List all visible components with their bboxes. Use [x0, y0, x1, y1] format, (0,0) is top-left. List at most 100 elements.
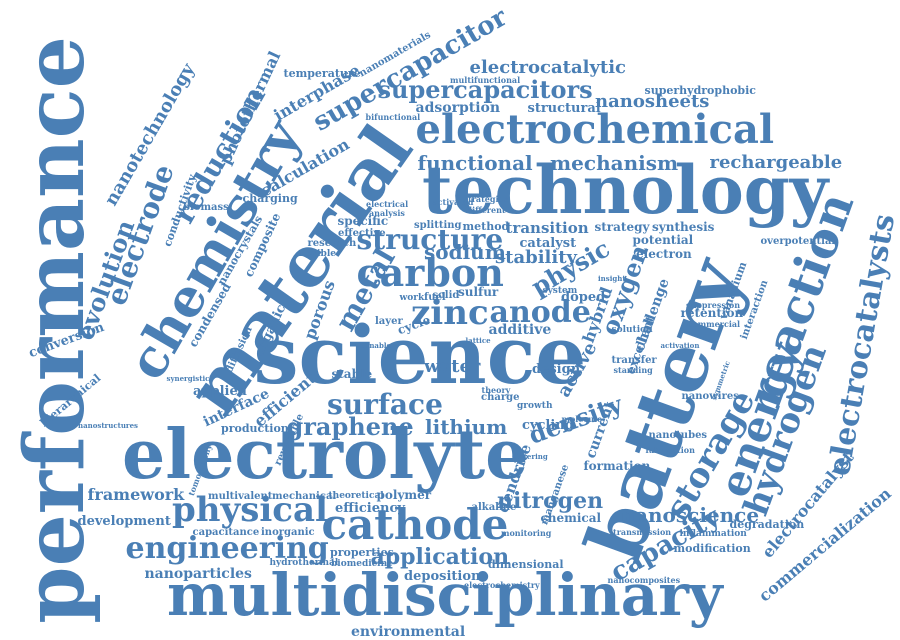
word-work: work [399, 292, 425, 303]
word-deposition: deposition [404, 568, 481, 584]
word-different: different [466, 205, 506, 215]
word-tunable: tunable [361, 340, 391, 350]
word-bifunctional: bifunctional [365, 112, 421, 122]
word-degradation: degradation [729, 517, 805, 531]
word-nanotubes: nanotubes [648, 430, 708, 441]
word-fabrication: fabrication [645, 445, 695, 455]
word-nitrogen: nitrogen [497, 488, 604, 514]
word-chemical: chemical [540, 511, 602, 525]
word-structure: structure [356, 223, 504, 256]
word-nanoscience: nanoscience [620, 503, 760, 527]
word-multidisciplinary: multidisciplinary [167, 561, 723, 629]
word-lattice: lattice [465, 335, 491, 345]
word-efficiency: efficiency [335, 500, 405, 516]
word-growth: growth [517, 400, 553, 411]
word-polymer: polymer [376, 488, 432, 502]
word-insight: insight [598, 273, 626, 283]
word-theory: theory [481, 385, 511, 395]
word-properties: properties [330, 545, 394, 559]
word-cathode: cathode [321, 500, 509, 549]
word-electrocatalytic: electrocatalytic [469, 57, 627, 78]
word-nanostructures: nanostructures [78, 420, 139, 430]
word-additive: additive [488, 322, 552, 338]
word-strategies: strategies [463, 194, 509, 204]
word-electrolyte: electrolyte [122, 415, 529, 495]
word-standing: standing [613, 365, 653, 375]
word-activation: activation [660, 340, 700, 350]
word-doped: doped [561, 289, 606, 305]
word-supercapacitors: supercapacitors [377, 75, 593, 104]
word-monitoring: monitoring [501, 528, 552, 538]
word-nanoparticles: nanoparticles [144, 566, 252, 582]
word-dimensional: dimensional [488, 557, 564, 571]
word-commercial: commercial [687, 319, 741, 329]
word-charge: charge [481, 392, 520, 403]
word-environmental: environmental [351, 624, 466, 640]
word-multifunctional: multifunctional [450, 75, 521, 85]
word-anode: anode [489, 295, 591, 330]
word-alkaline: alkaline [471, 502, 517, 513]
word-biomass: biomass [183, 202, 229, 213]
word-water: water [424, 356, 481, 377]
word-electron: electron [636, 247, 692, 261]
word-framework: framework [87, 485, 185, 504]
word-research: research [307, 238, 357, 249]
word-production: production [221, 421, 289, 435]
word-activated: activated [432, 197, 474, 207]
word-sodium: sodium [424, 240, 506, 264]
word-surface: surface [327, 388, 443, 421]
word-adsorption: adsorption [415, 100, 501, 116]
word-nanocomposites: nanocomposites [607, 575, 681, 585]
word-temperature: temperature [283, 66, 361, 80]
word-multivalent: multivalent [208, 491, 273, 502]
word-inflammation: inflammation [679, 528, 747, 539]
word-modification: modification [673, 541, 751, 555]
word-charging: charging [242, 191, 298, 205]
word-method: method [462, 219, 510, 233]
word-structural: structural [527, 100, 601, 116]
word-overpotential: overpotential [760, 236, 836, 247]
word-solution: solution [611, 324, 653, 335]
word-analysis: analysis [369, 208, 405, 218]
word-mechanical: mechanical [272, 491, 337, 502]
word-biomedicine: biomedicine [331, 558, 393, 569]
word-molecule: molecule [561, 414, 603, 424]
word-zinc: zinc [411, 293, 489, 333]
word-system: system [542, 285, 578, 296]
word-cycling: cycling [522, 417, 574, 433]
word-electrochemistry: electrochemistry [464, 580, 540, 590]
word-specific: specific [337, 214, 389, 228]
word-theoretical: theoretical [328, 490, 384, 501]
word-synergistic: synergistic [166, 373, 210, 383]
word-physical: physical [172, 490, 328, 530]
word-stable: stable [331, 367, 373, 381]
word-inorganic: inorganic [261, 527, 315, 538]
word-science: science [253, 308, 587, 402]
word-flexible: flexible [299, 248, 337, 259]
word-strategy: strategy [594, 220, 650, 234]
word-nanosheets: nanosheets [595, 91, 710, 112]
word-design: design [532, 361, 581, 377]
word-suppression: suppression [686, 300, 741, 310]
word-technology: technology [422, 151, 829, 229]
word-stability: stability [495, 247, 577, 268]
word-rechargeable: rechargeable [709, 152, 843, 173]
word-effective: effective [338, 228, 386, 239]
word-superhydrophobic: superhydrophobic [644, 83, 756, 97]
word-graphene: graphene [286, 412, 414, 441]
word-applied: applied [193, 383, 247, 399]
word-electrical: electrical [366, 199, 409, 209]
word-transition: transition [505, 218, 589, 237]
word-catalyst: catalyst [519, 235, 577, 251]
word-sulfur: sulfur [458, 285, 499, 299]
word-application: application [370, 544, 510, 570]
word-splitting: splitting [414, 220, 462, 231]
word-nanowires: nanowires [681, 391, 739, 402]
word-hydrothermal: hydrothermal [269, 557, 339, 568]
word-synthesis: synthesis [652, 220, 715, 234]
word-transfer: transfer [611, 355, 657, 366]
word-formation: formation [583, 459, 651, 473]
word-transmission: transmission [613, 527, 672, 537]
word-potential: potential [632, 233, 694, 247]
